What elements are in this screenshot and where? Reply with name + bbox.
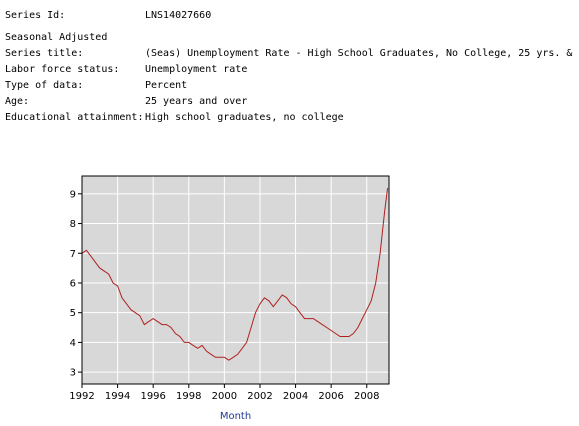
education-row: Educational attainment: High school grad… (5, 110, 344, 126)
plot-area (82, 176, 389, 384)
education-value: High school graduates, no college (145, 112, 344, 123)
y-tick-label-3: 3 (70, 368, 76, 379)
age-row: Age: 25 years and over (5, 94, 247, 110)
y-tick-label-7: 7 (70, 249, 76, 260)
seasonal-adjusted-label: Seasonal Adjusted (5, 32, 108, 43)
education-label: Educational attainment: (5, 112, 144, 123)
series-id-label: Series Id: (5, 10, 66, 21)
series-title-value: (Seas) Unemployment Rate - High School G… (145, 48, 579, 59)
type-value: Percent (145, 80, 188, 91)
x-axis-title: Month (220, 411, 251, 422)
age-value: 25 years and over (145, 96, 248, 107)
age-label: Age: (5, 96, 30, 107)
x-tick-label-2002: 2002 (247, 391, 272, 402)
type-label: Type of data: (5, 80, 84, 91)
series-title-row: Series title: (Seas) Unemployment Rate -… (5, 46, 579, 62)
axis-ticks (78, 193, 368, 388)
series-id-value: LNS14027660 (145, 10, 212, 21)
y-tick-label-4: 4 (70, 338, 76, 349)
series-metadata: Series Id: LNS14027660 Seasonal Adjusted… (5, 8, 579, 126)
y-tick-label-9: 9 (70, 189, 76, 200)
x-tick-label-2006: 2006 (318, 391, 343, 402)
labor-force-row: Labor force status: Unemployment rate (5, 62, 247, 78)
horizontal-gridlines (82, 193, 389, 373)
y-tick-labels: 3 4 5 6 7 8 9 (70, 189, 76, 378)
x-tick-labels: 1992 1994 1996 1998 2000 2002 2004 2006 2008 (69, 391, 379, 402)
x-tick-label-1998: 1998 (176, 391, 201, 402)
type-row: Type of data: Percent (5, 78, 187, 94)
seasonal-row: Seasonal Adjusted (5, 30, 107, 46)
y-tick-label-6: 6 (70, 278, 76, 289)
x-tick-label-1996: 1996 (140, 391, 165, 402)
x-tick-label-1992: 1992 (69, 391, 94, 402)
series-id-row: Series Id: LNS14027660 (5, 8, 211, 24)
series-title-label: Series title: (5, 48, 84, 59)
x-tick-label-2008: 2008 (354, 391, 379, 402)
plot-frame (81, 175, 390, 385)
labor-force-value: Unemployment rate (145, 64, 248, 75)
x-tick-label-1994: 1994 (105, 391, 130, 402)
x-tick-label-2004: 2004 (283, 391, 308, 402)
x-tick-label-2000: 2000 (212, 391, 237, 402)
series-line (81, 187, 389, 361)
labor-force-label: Labor force status: (5, 64, 120, 75)
y-tick-label-8: 8 (70, 219, 76, 230)
y-tick-label-5: 5 (70, 308, 76, 319)
